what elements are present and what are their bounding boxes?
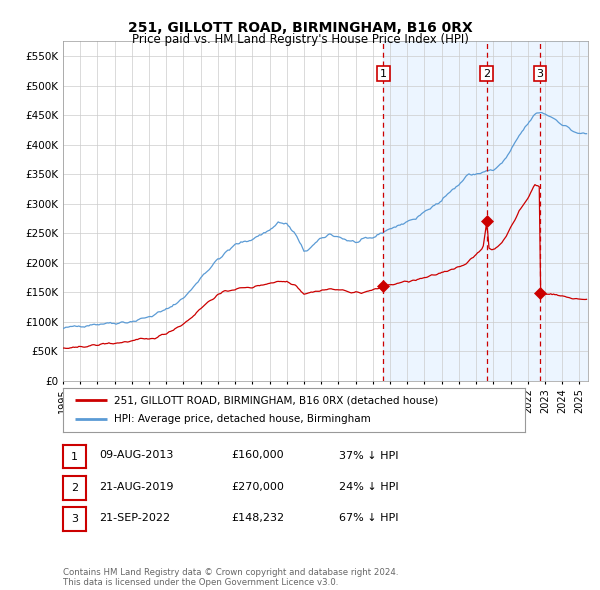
Text: Price paid vs. HM Land Registry's House Price Index (HPI): Price paid vs. HM Land Registry's House … <box>131 33 469 46</box>
Text: Contains HM Land Registry data © Crown copyright and database right 2024.
This d: Contains HM Land Registry data © Crown c… <box>63 568 398 587</box>
Bar <box>383 41 588 381</box>
Text: 2: 2 <box>483 68 490 78</box>
Text: 251, GILLOTT ROAD, BIRMINGHAM, B16 0RX (detached house): 251, GILLOTT ROAD, BIRMINGHAM, B16 0RX (… <box>114 395 438 405</box>
Text: 2: 2 <box>71 483 78 493</box>
Text: 21-AUG-2019: 21-AUG-2019 <box>99 482 173 491</box>
Text: £148,232: £148,232 <box>231 513 284 523</box>
Text: 1: 1 <box>380 68 387 78</box>
Text: 3: 3 <box>536 68 544 78</box>
Text: £160,000: £160,000 <box>231 451 284 460</box>
Text: HPI: Average price, detached house, Birmingham: HPI: Average price, detached house, Birm… <box>114 415 371 424</box>
Text: 09-AUG-2013: 09-AUG-2013 <box>99 451 173 460</box>
Text: 24% ↓ HPI: 24% ↓ HPI <box>339 482 398 491</box>
Text: 1: 1 <box>71 452 78 461</box>
Text: 67% ↓ HPI: 67% ↓ HPI <box>339 513 398 523</box>
Text: 21-SEP-2022: 21-SEP-2022 <box>99 513 170 523</box>
Text: 37% ↓ HPI: 37% ↓ HPI <box>339 451 398 460</box>
Text: 251, GILLOTT ROAD, BIRMINGHAM, B16 0RX: 251, GILLOTT ROAD, BIRMINGHAM, B16 0RX <box>128 21 472 35</box>
Text: £270,000: £270,000 <box>231 482 284 491</box>
Text: 3: 3 <box>71 514 78 524</box>
